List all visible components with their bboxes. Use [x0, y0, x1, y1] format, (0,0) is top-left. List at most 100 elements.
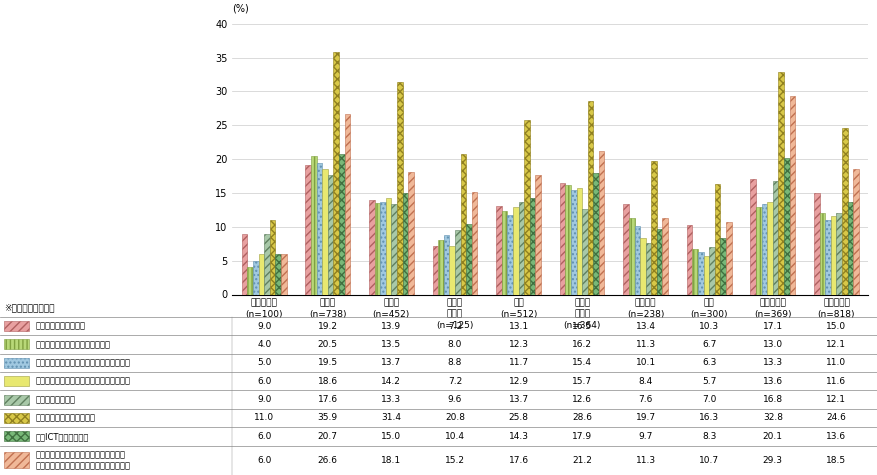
Text: 19.7: 19.7	[636, 413, 656, 422]
Bar	[703, 256, 709, 294]
Bar	[317, 162, 322, 294]
Bar	[259, 254, 264, 294]
Text: 10.7: 10.7	[699, 456, 719, 465]
Text: 11.0: 11.0	[826, 358, 846, 367]
Text: 6.0: 6.0	[257, 377, 271, 386]
Bar	[721, 238, 726, 294]
Bar	[709, 247, 715, 294]
Text: 12.1: 12.1	[826, 340, 846, 349]
Bar	[502, 211, 507, 294]
Text: 13.7: 13.7	[381, 358, 402, 367]
Text: 17.6: 17.6	[509, 456, 529, 465]
Bar	[837, 213, 842, 294]
Bar	[645, 243, 652, 294]
Text: 13.1: 13.1	[509, 322, 529, 331]
Text: 24.6: 24.6	[826, 413, 846, 422]
Text: 9.0: 9.0	[257, 395, 271, 404]
Text: 13.6: 13.6	[826, 432, 846, 441]
Text: 7.6: 7.6	[638, 395, 652, 404]
Bar	[715, 184, 721, 294]
Bar	[397, 82, 403, 294]
Text: 10.3: 10.3	[699, 322, 719, 331]
Text: 13.3: 13.3	[381, 395, 402, 404]
Bar	[566, 185, 571, 294]
Bar	[634, 226, 640, 294]
Text: ※実施した回答割合: ※実施した回答割合	[4, 304, 55, 313]
Text: 10.1: 10.1	[636, 358, 656, 367]
Bar	[524, 120, 530, 294]
FancyBboxPatch shape	[4, 376, 29, 386]
Bar	[588, 101, 594, 294]
Text: 12.6: 12.6	[572, 395, 592, 404]
Text: 13.0: 13.0	[763, 340, 783, 349]
Bar	[460, 154, 467, 294]
Text: 16.5: 16.5	[572, 322, 592, 331]
Bar	[438, 240, 444, 294]
Text: 6.0: 6.0	[257, 456, 271, 465]
Text: 20.8: 20.8	[445, 413, 465, 422]
Bar	[789, 96, 795, 294]
Text: 13.7: 13.7	[509, 395, 529, 404]
Bar	[560, 183, 566, 294]
Text: 社内業務のペーパーレス化: 社内業務のペーパーレス化	[36, 413, 96, 422]
Text: 19.5: 19.5	[317, 358, 338, 367]
Bar	[687, 225, 693, 294]
Bar	[784, 159, 789, 294]
Text: 業務知識やノウハウ、応対マニュアル等
をシステムにより共有化（ナレッジ共有）: 業務知識やノウハウ、応対マニュアル等 をシステムにより共有化（ナレッジ共有）	[36, 451, 131, 470]
Bar	[386, 199, 391, 294]
Text: 6.3: 6.3	[702, 358, 717, 367]
Bar	[535, 175, 541, 294]
Bar	[264, 234, 270, 294]
Text: 21.2: 21.2	[572, 456, 592, 465]
Text: 16.2: 16.2	[572, 340, 592, 349]
Text: 11.6: 11.6	[826, 377, 846, 386]
Bar	[247, 267, 253, 294]
Bar	[693, 249, 698, 294]
Text: 11.7: 11.7	[509, 358, 529, 367]
Text: 26.6: 26.6	[317, 456, 338, 465]
Bar	[657, 229, 662, 294]
Bar	[380, 202, 386, 294]
Text: 11.0: 11.0	[254, 413, 275, 422]
Text: 16.8: 16.8	[763, 395, 783, 404]
Text: 6.7: 6.7	[702, 340, 717, 349]
Text: 17.1: 17.1	[763, 322, 783, 331]
Bar	[305, 164, 311, 294]
Bar	[751, 179, 756, 294]
Bar	[270, 220, 275, 294]
Bar	[513, 207, 518, 294]
Text: 25.8: 25.8	[509, 413, 529, 422]
Text: 13.6: 13.6	[763, 377, 783, 386]
Text: 18.6: 18.6	[317, 377, 338, 386]
Text: 13.4: 13.4	[636, 322, 656, 331]
Text: 20.7: 20.7	[317, 432, 338, 441]
Bar	[582, 209, 588, 294]
Text: 組織のフラット化: 組織のフラット化	[36, 395, 76, 404]
Bar	[814, 193, 820, 294]
Text: 8.4: 8.4	[638, 377, 652, 386]
Text: 15.0: 15.0	[826, 322, 846, 331]
Bar	[576, 188, 582, 294]
Text: 4.0: 4.0	[257, 340, 271, 349]
Text: 10.4: 10.4	[445, 432, 465, 441]
Text: 17.9: 17.9	[572, 432, 592, 441]
Bar	[432, 246, 438, 294]
Bar	[761, 204, 767, 294]
Text: 中間管理職と一般社員の間で職務の見直し: 中間管理職と一般社員の間で職務の見直し	[36, 377, 131, 386]
Text: 11.3: 11.3	[636, 340, 656, 349]
Text: 28.6: 28.6	[572, 413, 592, 422]
Text: 6.0: 6.0	[257, 432, 271, 441]
Text: 社内ICT戦略の明確化: 社内ICT戦略の明確化	[36, 432, 89, 441]
Bar	[767, 202, 773, 294]
Text: 11.3: 11.3	[636, 456, 656, 465]
Bar	[853, 169, 859, 294]
Text: 15.0: 15.0	[381, 432, 402, 441]
Text: 15.4: 15.4	[572, 358, 592, 367]
Text: 経営陣と中間管理職の間での権限の見直し: 経営陣と中間管理職の間での権限の見直し	[36, 358, 131, 367]
Text: 29.3: 29.3	[763, 456, 783, 465]
Text: 7.0: 7.0	[702, 395, 717, 404]
Bar	[496, 206, 502, 294]
Bar	[652, 161, 657, 294]
Bar	[403, 193, 408, 294]
Text: 8.8: 8.8	[448, 358, 462, 367]
